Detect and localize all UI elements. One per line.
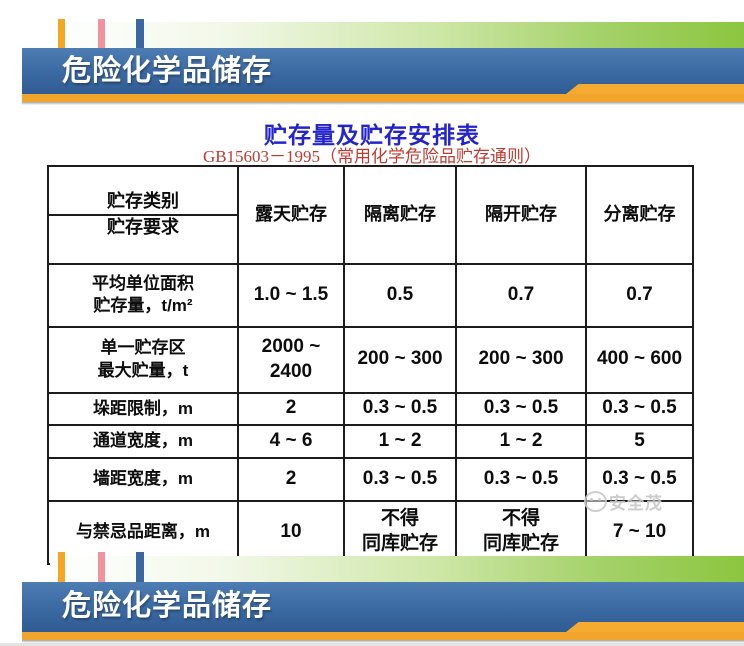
column-header-open-air: 露天贮存 bbox=[237, 165, 345, 265]
cell-value: 0.3 ~ 0.5 bbox=[585, 391, 694, 426]
cell-value: 0.7 bbox=[585, 262, 694, 328]
page-title: 贮存量及贮存安排表 bbox=[264, 122, 480, 148]
gradient-band bbox=[50, 556, 744, 582]
corner-cell: 贮存类别 贮存要求 bbox=[47, 165, 239, 265]
cell-value: 10 bbox=[237, 499, 345, 565]
accent-tick-blue bbox=[136, 19, 144, 49]
cell-value: 2000 ~ 2400 bbox=[237, 325, 345, 394]
table-row: 与禁忌品距离，m 10 不得 同库贮存 不得 同库贮存 7 ~ 10 bbox=[47, 499, 694, 565]
row-label: 通道宽度，m bbox=[47, 423, 239, 459]
column-header-partitioned: 隔开贮存 bbox=[455, 165, 587, 265]
column-header-isolated: 隔离贮存 bbox=[343, 165, 457, 265]
cell-value: 2 bbox=[237, 391, 345, 426]
corner-inner: 贮存类别 贮存要求 bbox=[49, 190, 237, 239]
cell-value: 2 bbox=[237, 456, 345, 502]
accent-tick-orange bbox=[58, 19, 65, 49]
cell-value: 4 ~ 6 bbox=[237, 423, 345, 459]
cell-value: 1.0 ~ 1.5 bbox=[237, 262, 345, 328]
banner-shadow bbox=[22, 640, 744, 643]
orange-stripe bbox=[22, 632, 744, 640]
table-row: 垛距限制，m 2 0.3 ~ 0.5 0.3 ~ 0.5 0.3 ~ 0.5 bbox=[47, 391, 694, 426]
cell-value: 不得 同库贮存 bbox=[455, 499, 587, 565]
table-row: 墙距宽度，m 2 0.3 ~ 0.5 0.3 ~ 0.5 0.3 ~ 0.5 bbox=[47, 456, 694, 502]
cell-value: 200 ~ 300 bbox=[455, 325, 587, 394]
cell-value: 0.3 ~ 0.5 bbox=[585, 456, 694, 502]
banner-title: 危险化学品储存 bbox=[62, 55, 273, 87]
cell-value: 不得 同库贮存 bbox=[343, 499, 457, 565]
accent-tick-blue bbox=[136, 552, 144, 582]
cell-value: 200 ~ 300 bbox=[343, 325, 457, 394]
cell-value: 1 ~ 2 bbox=[343, 423, 457, 459]
cell-value: 1 ~ 2 bbox=[455, 423, 587, 459]
banner-title: 危险化学品储存 bbox=[62, 590, 273, 622]
cell-value: 0.3 ~ 0.5 bbox=[455, 456, 587, 502]
row-label: 单一贮存区 最大贮量，t bbox=[47, 325, 239, 394]
row-label: 墙距宽度，m bbox=[47, 456, 239, 502]
banner-shadow bbox=[22, 102, 744, 105]
cell-value: 7 ~ 10 bbox=[585, 499, 694, 565]
cell-value: 5 bbox=[585, 423, 694, 459]
table-row: 通道宽度，m 4 ~ 6 1 ~ 2 1 ~ 2 5 bbox=[47, 423, 694, 459]
row-label: 垛距限制，m bbox=[47, 391, 239, 426]
accent-tick-pink bbox=[98, 19, 105, 49]
cell-value: 0.3 ~ 0.5 bbox=[343, 391, 457, 426]
column-header-detached: 分离贮存 bbox=[585, 165, 694, 265]
row-label: 平均单位面积 贮存量，t/m² bbox=[47, 262, 239, 328]
accent-tick-pink bbox=[98, 552, 105, 582]
storage-table: 贮存类别 贮存要求 露天贮存 隔离贮存 隔开贮存 分离贮存 平均单位面积 贮存量… bbox=[47, 165, 694, 565]
page-subtitle: GB15603－1995（常用化学危险品贮存通则） bbox=[202, 147, 542, 166]
corner-label-requirement: 贮存要求 bbox=[107, 216, 179, 237]
table-row: 单一贮存区 最大贮量，t 2000 ~ 2400 200 ~ 300 200 ~… bbox=[47, 325, 694, 394]
footer-gray-strip bbox=[0, 643, 744, 646]
cell-value: 0.5 bbox=[343, 262, 457, 328]
cell-value: 400 ~ 600 bbox=[585, 325, 694, 394]
orange-stripe bbox=[22, 94, 744, 102]
gradient-band bbox=[50, 22, 744, 48]
corner-label-category: 贮存类别 bbox=[49, 190, 237, 216]
cell-value: 0.3 ~ 0.5 bbox=[455, 391, 587, 426]
table-row: 平均单位面积 贮存量，t/m² 1.0 ~ 1.5 0.5 0.7 0.7 bbox=[47, 262, 694, 328]
banner-bar: 危险化学品储存 bbox=[22, 48, 744, 95]
table-header-row: 贮存类别 贮存要求 露天贮存 隔离贮存 隔开贮存 分离贮存 bbox=[47, 165, 694, 265]
cell-value: 0.3 ~ 0.5 bbox=[343, 456, 457, 502]
row-label: 与禁忌品距离，m bbox=[47, 499, 239, 565]
cell-value: 0.7 bbox=[455, 262, 587, 328]
accent-tick-orange bbox=[58, 552, 65, 582]
